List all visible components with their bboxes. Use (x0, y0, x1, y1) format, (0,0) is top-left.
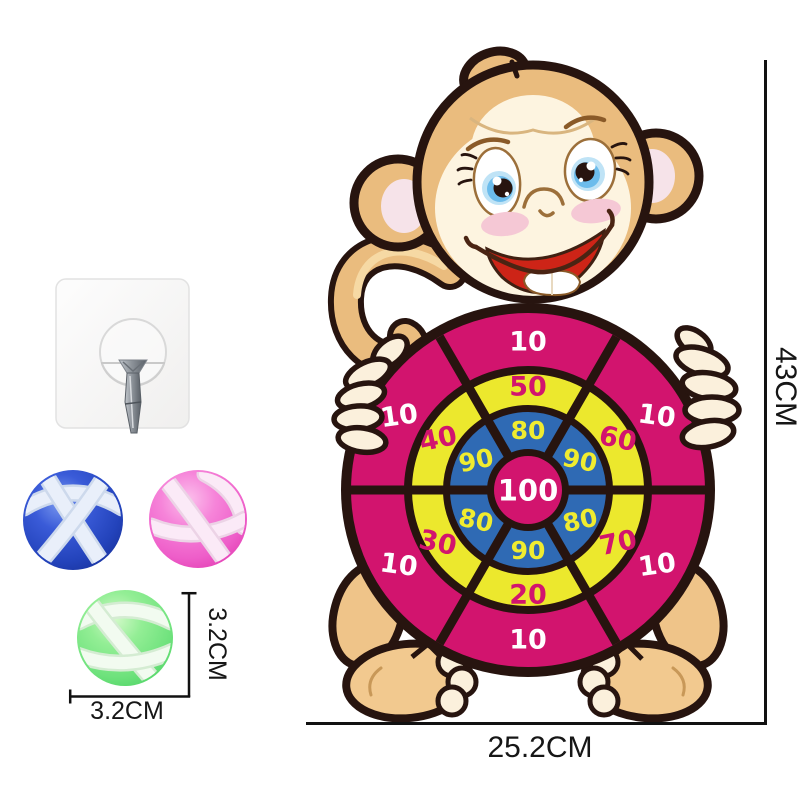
score-label: 50 (509, 372, 547, 403)
score-label: 10 (378, 398, 420, 434)
adhesive-hook (55, 278, 190, 434)
width-dimension-label: 25.2CM (487, 731, 592, 764)
sticky-ball-blue (23, 470, 123, 570)
score-label: 10 (636, 398, 678, 434)
monkey-left-eyebrow (465, 137, 511, 152)
score-label: 80 (456, 503, 496, 539)
monkey-right-eyebrow (563, 115, 607, 130)
monkey-left-hand (331, 333, 410, 456)
score-label: 90 (560, 443, 600, 479)
score-label: 90 (511, 536, 546, 565)
dartboard-dividers (351, 334, 705, 646)
score-label: 90 (456, 443, 496, 479)
monkey-right-eye (563, 137, 632, 203)
score-label: 80 (511, 416, 546, 445)
hook-metal-pin (118, 359, 148, 434)
ball-height-dimension-label: 3.2CM (203, 607, 231, 681)
score-label: 20 (509, 580, 547, 611)
monkey-right-cheek (571, 198, 621, 224)
bullseye-score-label: 100 (498, 473, 559, 507)
score-label: 10 (509, 327, 547, 358)
monkey-left-cheek (481, 211, 529, 237)
score-label: 30 (416, 524, 459, 562)
score-label: 10 (636, 547, 678, 583)
score-label: 10 (509, 625, 547, 656)
sticky-ball-pink (149, 470, 247, 568)
monkey-head (349, 46, 704, 304)
ball-width-dimension-label: 3.2CM (90, 697, 164, 725)
monkey-nose (522, 187, 565, 218)
tuft-notch (509, 59, 520, 79)
monkey-left-eye (456, 146, 522, 218)
score-label: 70 (597, 524, 640, 562)
height-dimension-label: 43CM (769, 347, 800, 427)
score-label: 10 (378, 547, 420, 583)
score-label: 40 (417, 420, 460, 458)
score-label: 60 (596, 420, 639, 458)
sticky-ball-green (77, 590, 173, 686)
monkey-mouth (463, 208, 615, 297)
dartboard: 10 10 10 10 10 10 50 60 70 20 30 40 80 9… (341, 303, 715, 677)
dartboard-bullseye (494, 456, 562, 524)
score-label: 80 (560, 503, 600, 539)
dimension-annotations (68, 60, 767, 725)
monkey-right-hand (673, 325, 742, 451)
